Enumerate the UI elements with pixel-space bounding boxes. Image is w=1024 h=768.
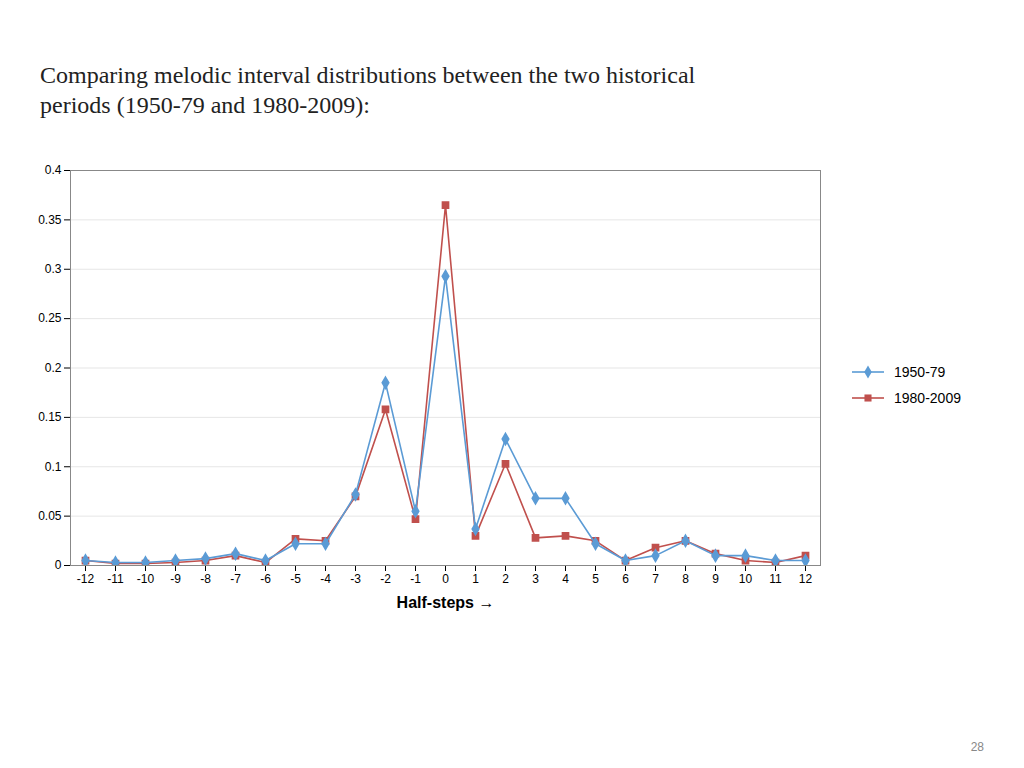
svg-text:3: 3 (532, 572, 539, 586)
svg-text:7: 7 (652, 572, 659, 586)
svg-text:-7: -7 (230, 572, 241, 586)
svg-text:-3: -3 (350, 572, 361, 586)
svg-text:6: 6 (622, 572, 629, 586)
svg-text:1: 1 (472, 572, 479, 586)
svg-text:0.35: 0.35 (38, 213, 62, 227)
svg-text:-5: -5 (290, 572, 301, 586)
html-text:Comparing melodic interval dis: Comparing melodic interval distributions… (40, 62, 696, 118)
svg-text:-10: -10 (137, 572, 155, 586)
svg-text:12: 12 (799, 572, 813, 586)
svg-text:-6: -6 (260, 572, 271, 586)
svg-text:2: 2 (502, 572, 509, 586)
svg-text:-8: -8 (200, 572, 211, 586)
svg-text:11: 11 (769, 572, 782, 586)
svg-text:9: 9 (712, 572, 719, 586)
svg-text:0.3: 0.3 (45, 262, 62, 276)
svg-text:10: 10 (739, 572, 753, 586)
svg-text:-4: -4 (320, 572, 331, 586)
svg-text:-9: -9 (170, 572, 181, 586)
svg-text:0: 0 (55, 558, 62, 572)
html-text:1980-2009: 1980-2009 (894, 390, 961, 406)
svg-text:-2: -2 (380, 572, 391, 586)
svg-text:5: 5 (592, 572, 599, 586)
svg-text:8: 8 (682, 572, 689, 586)
svg-text:0: 0 (442, 572, 449, 586)
svg-text:-11: -11 (107, 572, 124, 586)
svg-text:0.25: 0.25 (38, 311, 62, 325)
svg-text:-1: -1 (410, 572, 421, 586)
svg-text:Half-steps →: Half-steps → (397, 594, 495, 611)
svg-text:4: 4 (562, 572, 569, 586)
svg-text:0.1: 0.1 (45, 460, 62, 474)
svg-text:0.2: 0.2 (45, 361, 62, 375)
svg-text:0.15: 0.15 (38, 410, 62, 424)
svg-text:0.4: 0.4 (45, 163, 62, 177)
svg-text:-12: -12 (77, 572, 95, 586)
svg-text:0.05: 0.05 (38, 509, 62, 523)
html-text:1950-79: 1950-79 (894, 364, 946, 380)
html-text:28: 28 (970, 740, 984, 754)
